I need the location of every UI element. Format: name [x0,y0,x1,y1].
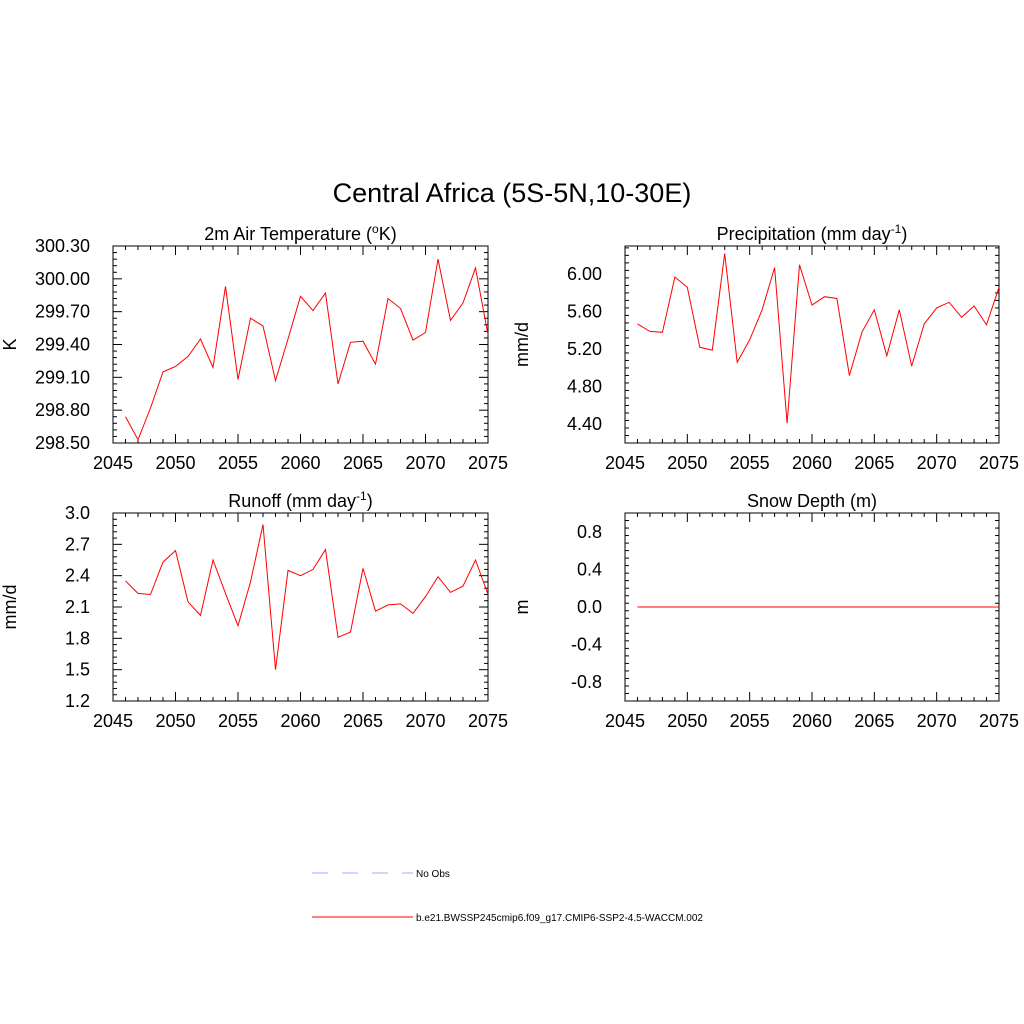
chart-panel-temperature: 2m Air Temperature (oK) K 2045 2050 2055 2060… [0,222,508,473]
x-tick-label: 2055 [218,711,258,731]
x-tick-label: 2045 [93,453,133,473]
plot-frame [112,245,489,444]
plot-frame [112,512,489,702]
y-tick-label: 2.7 [65,534,90,554]
y-axis-label: m [512,600,532,615]
x-tick-label: 2075 [979,711,1019,731]
y-tick-label: 0.4 [577,559,602,579]
y-tick-label: 298.50 [35,433,90,453]
x-tick-label: 2070 [917,453,957,473]
y-tick-label: 1.5 [65,660,90,680]
y-tick-label: 5.20 [567,339,602,359]
y-tick-label: -0.8 [571,672,602,692]
x-tick-label: 2075 [468,711,508,731]
y-tick-label: 299.10 [35,367,90,387]
y-tick-label: 299.40 [35,335,90,355]
y-tick-label: 1.8 [65,628,90,648]
x-tick-label: 2050 [155,711,195,731]
y-tick-label: 0.0 [577,597,602,617]
x-tick-label: 2050 [155,453,195,473]
series-line [637,253,1000,424]
panel-title: 2m Air Temperature (oK) [204,222,396,244]
x-tick-label: 2065 [343,711,383,731]
series-line [125,259,489,441]
y-tick-label: 2.4 [65,566,90,586]
x-tick-label: 2060 [792,453,832,473]
panels: 2m Air Temperature (oK) K 2045 2050 2055 2060… [0,222,1019,731]
plot-frame [624,245,1000,444]
y-tick-label: -0.4 [571,635,602,655]
y-tick-label: 4.40 [567,414,602,434]
legend-label-1: No Obs [416,869,450,880]
y-tick-label: 2.1 [65,597,90,617]
y-tick-label: 0.8 [577,522,602,542]
y-tick-label: 5.60 [567,302,602,322]
x-tick-label: 2070 [405,711,445,731]
y-axis-label: mm/d [0,585,20,630]
y-tick-label: 3.0 [65,503,90,523]
y-tick-label: 300.00 [35,269,90,289]
x-tick-label: 2065 [343,453,383,473]
y-tick-label: 300.30 [35,236,90,256]
x-tick-label: 2060 [280,711,320,731]
legend-label-2: b.e21.BWSSP245cmip6.f09_g17.CMIP6-SSP2-4… [416,913,703,924]
x-tick-label: 2050 [667,711,707,731]
x-tick-label: 2060 [280,453,320,473]
series-line [125,524,489,670]
x-tick-label: 2045 [605,453,645,473]
x-tick-label: 2050 [667,453,707,473]
panel-title: Snow Depth (m) [747,491,877,511]
x-tick-label: 2055 [730,711,770,731]
legend: No Obs b.e21.BWSSP245cmip6.f09_g17.CMIP6-… [312,869,703,924]
x-tick-label: 2075 [979,453,1019,473]
figure-title: Central Africa (5S-5N,10-30E) [333,178,692,208]
panel-title: Runoff (mm day-1) [228,489,372,511]
y-axis-label: mm/d [512,322,532,367]
x-tick-label: 2070 [405,453,445,473]
y-tick-label: 299.70 [35,302,90,322]
y-tick-label: 298.80 [35,400,90,420]
panel-title: Precipitation (mm day-1) [717,222,908,244]
x-tick-label: 2055 [730,453,770,473]
y-axis-label: K [0,338,20,350]
x-tick-label: 2055 [218,453,258,473]
x-tick-label: 2070 [917,711,957,731]
x-tick-label: 2065 [854,453,894,473]
chart-panel-precipitation: Precipitation (mm day-1) mm/d 2045 2050 2055… [512,222,1019,473]
chart-panel-snow: Snow Depth (m) m 2045 2050 2055 2060 2065 2070 2… [512,491,1019,731]
x-tick-label: 2065 [854,711,894,731]
y-tick-label: 1.2 [65,691,90,711]
chart-panel-runoff: Runoff (mm day-1) mm/d 2045 2050 2055 2060 206… [0,489,508,731]
x-tick-label: 2075 [468,453,508,473]
y-tick-label: 6.00 [567,264,602,284]
x-tick-label: 2060 [792,711,832,731]
y-tick-label: 4.80 [567,377,602,397]
x-tick-label: 2045 [93,711,133,731]
x-tick-label: 2045 [605,711,645,731]
